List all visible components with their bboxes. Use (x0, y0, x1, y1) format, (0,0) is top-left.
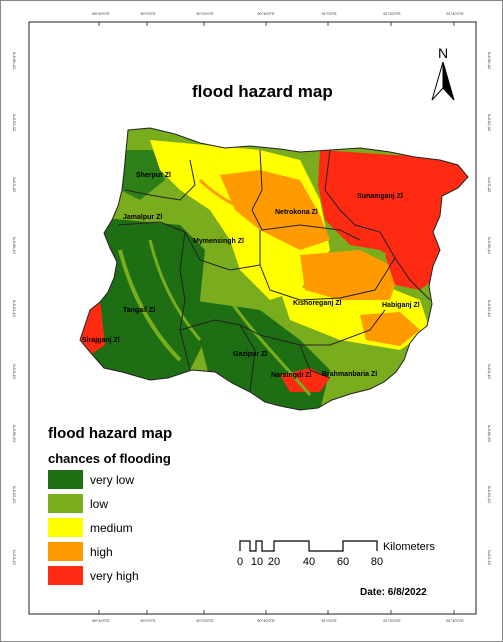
tick-label: 89°40'0"E (92, 11, 110, 16)
district-label-brahmanbaria: Brahmanbaria Zl (322, 371, 378, 378)
district-label-habiganj: Habiganj Zl (382, 302, 420, 309)
scale-label: 40 (302, 556, 316, 568)
legend-item-medium: medium (48, 518, 208, 538)
tick-label: 90°0'0"E (140, 618, 156, 623)
legend-label: very high (90, 569, 139, 583)
scale-label: 10 (250, 556, 264, 568)
tick-label: 91°20'0"E (383, 11, 401, 16)
district-label-tangail: Tangail Zl (123, 307, 156, 314)
tick-label: 90°40'0"E (257, 618, 275, 623)
district-label-gazipur: Gazipur Zl (233, 351, 268, 358)
scale-unit-label: Kilometers (383, 541, 435, 553)
legend-item-high: high (48, 542, 208, 562)
legend-swatch (48, 494, 83, 513)
tick-label: 91°0'0"E (321, 618, 337, 623)
scale-bar (239, 540, 378, 552)
north-arrow-icon (431, 62, 455, 101)
hazard-raster (80, 128, 468, 410)
legend-swatch (48, 542, 83, 561)
district-label-narsingdi: Narsingdi Zl (271, 372, 312, 379)
tick-label: 91°0'0"E (321, 11, 337, 16)
map-date: Date: 6/8/2022 (360, 587, 427, 598)
tick-label: 89°40'0"E (92, 618, 110, 623)
tick-label: 91°40'0"E (446, 11, 464, 16)
scale-label: 0 (236, 556, 244, 568)
legend-subtitle: chances of flooding (48, 451, 171, 466)
district-label-jamalpur: Jamalpur Zl (123, 214, 163, 221)
district-label-sirajganj: Sirajganj Zl (82, 337, 120, 344)
district-boundaries (79, 127, 469, 411)
legend-label: low (90, 497, 109, 511)
scale-label: 80 (370, 556, 384, 568)
district-label-kishoreganj: Kishoreganj Zl (293, 300, 342, 307)
district-label-sunamganj: Sunamganj Zl (357, 193, 403, 200)
tick-label: 90°40'0"E (257, 11, 275, 16)
tick-label: 91°20'0"E (383, 618, 401, 623)
tick-label: 90°0'0"E (140, 11, 156, 16)
scale-label: 60 (336, 556, 350, 568)
legend-title: flood hazard map (48, 425, 173, 442)
tick-label: 90°20'0"E (196, 11, 214, 16)
legend-swatch (48, 566, 83, 585)
legend-label: medium (90, 521, 133, 535)
legend-item-very-low: very low (48, 470, 208, 490)
legend-swatch (48, 470, 83, 489)
map-title: flood hazard map (192, 82, 333, 101)
scale-label: 20 (267, 556, 281, 568)
legend-label: high (90, 545, 113, 559)
district-label-mymensingh: Mymensingh Zl (193, 238, 244, 245)
tick-label: 91°40'0"E (446, 618, 464, 623)
tick-label: 90°20'0"E (196, 618, 214, 623)
legend-item-low: low (48, 494, 208, 514)
district-label-sherpur: Sherpur Zl (136, 172, 172, 179)
district-label-netrokona: Netrokona Zl (275, 209, 318, 216)
legend-item-very-high: very high (48, 566, 208, 586)
north-label: N (438, 45, 449, 61)
legend-swatch (48, 518, 83, 537)
legend-label: very low (90, 473, 135, 487)
